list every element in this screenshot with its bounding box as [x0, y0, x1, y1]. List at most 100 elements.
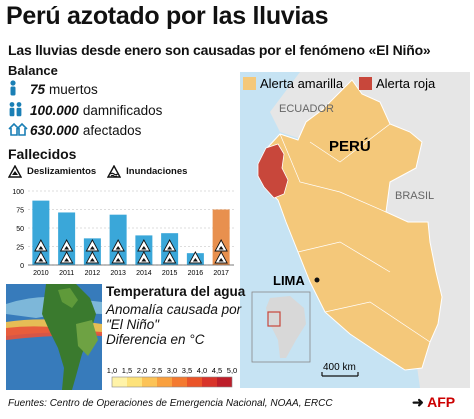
- hazard-icon-mark: [115, 258, 121, 262]
- scale-tick-label: 3,0: [167, 366, 177, 375]
- scale-label: 400 km: [323, 362, 356, 373]
- afp-brand: AFP: [427, 394, 456, 410]
- hazard-icon-mark: [167, 246, 173, 250]
- legend-deslizamientos: Deslizamientos: [27, 166, 97, 177]
- hazard-icon-mark: [38, 258, 44, 262]
- stat-damnificados-value: 100.000: [30, 103, 79, 118]
- hazard-icon-mark: [89, 258, 95, 262]
- hazard-icon: [111, 251, 125, 264]
- stat-damnificados: 100.000 damnificados: [8, 101, 162, 120]
- hazard-icon: [214, 251, 228, 264]
- page-title: Perú azotado por las lluvias: [6, 2, 329, 30]
- scale-swatch: [157, 377, 172, 387]
- afp-logo: ➜ AFP: [412, 394, 455, 411]
- person-icon: [8, 80, 30, 99]
- temperature-color-scale: 1,0 1,5 2,0 2,5 3,0 3,5 4,0 4,5 5,0: [107, 366, 237, 388]
- hazard-icon-mark: [38, 246, 44, 250]
- y-tick-label: 100: [12, 189, 24, 196]
- peru-yellow-alert: [257, 79, 443, 371]
- x-tick-label: 2012: [85, 270, 101, 277]
- hazard-icon: [188, 251, 203, 264]
- balance-heading: Balance: [8, 63, 58, 78]
- stat-damnificados-label: damnificados: [82, 103, 163, 118]
- bar-2011: [58, 212, 76, 265]
- hazard-icon: [85, 239, 100, 252]
- hazard-icon: [162, 251, 177, 264]
- hazard-icon: [111, 239, 125, 252]
- y-tick-label: 25: [16, 245, 24, 252]
- scale-tick-label: 4,0: [197, 366, 207, 375]
- temperature-line-1: Anomalía causada por: [106, 302, 242, 317]
- legend-inundaciones: Inundaciones: [126, 166, 188, 177]
- afp-arrow: ➜: [412, 394, 424, 410]
- x-tick-label: 2010: [33, 270, 49, 277]
- x-tick-label: 2016: [188, 270, 204, 277]
- stat-afectados-label: afectados: [82, 123, 142, 138]
- hazard-icon-mark: [141, 258, 147, 262]
- x-tick-label: 2015: [162, 270, 178, 277]
- hazard-icon: [162, 239, 177, 252]
- hazard-icon-mark: [192, 258, 198, 262]
- hazard-icon-mark: [89, 246, 95, 250]
- stat-muertos-value: 75: [30, 82, 46, 97]
- stat-muertos-label: muertos: [49, 82, 98, 97]
- hazard-icon-mark: [141, 246, 147, 250]
- hazard-icon-mark: [218, 258, 224, 262]
- scale-tick-label: 4,5: [212, 366, 222, 375]
- houses-icon: [8, 122, 30, 139]
- hazard-icon-mark: [64, 258, 70, 262]
- hazard-icon-mark: [218, 246, 224, 250]
- scale-tick-label: 3,5: [182, 366, 192, 375]
- scale-tick-label: 1,0: [107, 366, 117, 375]
- scale-tick-label: 2,0: [137, 366, 147, 375]
- source-note: Fuentes: Centro de Operaciones de Emerge…: [8, 398, 333, 409]
- hazard-icon-mark: [115, 246, 121, 250]
- hazard-icon: [34, 251, 48, 264]
- flood-icon: [107, 165, 122, 178]
- people-icon: [8, 101, 30, 120]
- scale-tick-label: 2,5: [152, 366, 162, 375]
- hazard-icon: [137, 239, 151, 252]
- legend-red-swatch: [359, 77, 372, 90]
- scale-tick-label: 5,0: [227, 366, 237, 375]
- peru-red-alert: [257, 143, 289, 199]
- label-peru: PERÚ: [329, 137, 371, 155]
- scale-swatch: [217, 377, 232, 387]
- fallecidos-bar-chart: 0 25 50 75 100 2010 2011 2012 2013 2014 2015 2016 20…: [12, 189, 234, 277]
- label-lima: LIMA: [273, 273, 305, 288]
- scale-swatch: [202, 377, 217, 387]
- y-tick-label: 75: [16, 208, 24, 215]
- hazard-icon-mark: [64, 246, 70, 250]
- label-brasil: BRASIL: [395, 190, 434, 202]
- lima-dot: [314, 277, 320, 283]
- temperature-line-3: Diferencia en °C: [106, 332, 205, 347]
- x-tick-label: 2014: [136, 270, 152, 277]
- x-tick-label: 2013: [110, 270, 126, 277]
- fallecidos-legend: Deslizamientos Inundaciones: [8, 165, 187, 178]
- hazard-icon: [85, 251, 100, 264]
- locator-map: [251, 291, 311, 363]
- fallecidos-heading: Fallecidos: [8, 146, 77, 162]
- hazard-icon: [59, 251, 74, 264]
- label-ecuador: ECUADOR: [279, 103, 334, 115]
- scale-swatch: [127, 377, 142, 387]
- legend-yellow-swatch: [243, 77, 256, 90]
- x-tick-label: 2011: [59, 270, 74, 277]
- hazard-icon: [214, 239, 228, 252]
- hazard-icon: [59, 239, 74, 252]
- hazard-icon: [137, 251, 151, 264]
- landslide-icon: [8, 165, 22, 178]
- temperature-line-2: "El Niño": [106, 317, 160, 332]
- stat-afectados-value: 630.000: [30, 123, 79, 138]
- x-tick-label: 2017: [213, 270, 229, 277]
- legend-yellow-label: Alerta amarilla: [260, 76, 344, 91]
- scale-tick-label: 1,5: [122, 366, 132, 375]
- stat-muertos: 75 muertos: [8, 80, 98, 99]
- temperature-title: Temperatura del agua: [106, 284, 246, 299]
- temperature-anomaly-map: [6, 284, 102, 390]
- scale-swatch: [142, 377, 157, 387]
- legend-red-label: Alerta roja: [376, 76, 436, 91]
- y-tick-label: 50: [16, 226, 24, 233]
- scale-swatch: [172, 377, 187, 387]
- scale-swatch: [112, 377, 127, 387]
